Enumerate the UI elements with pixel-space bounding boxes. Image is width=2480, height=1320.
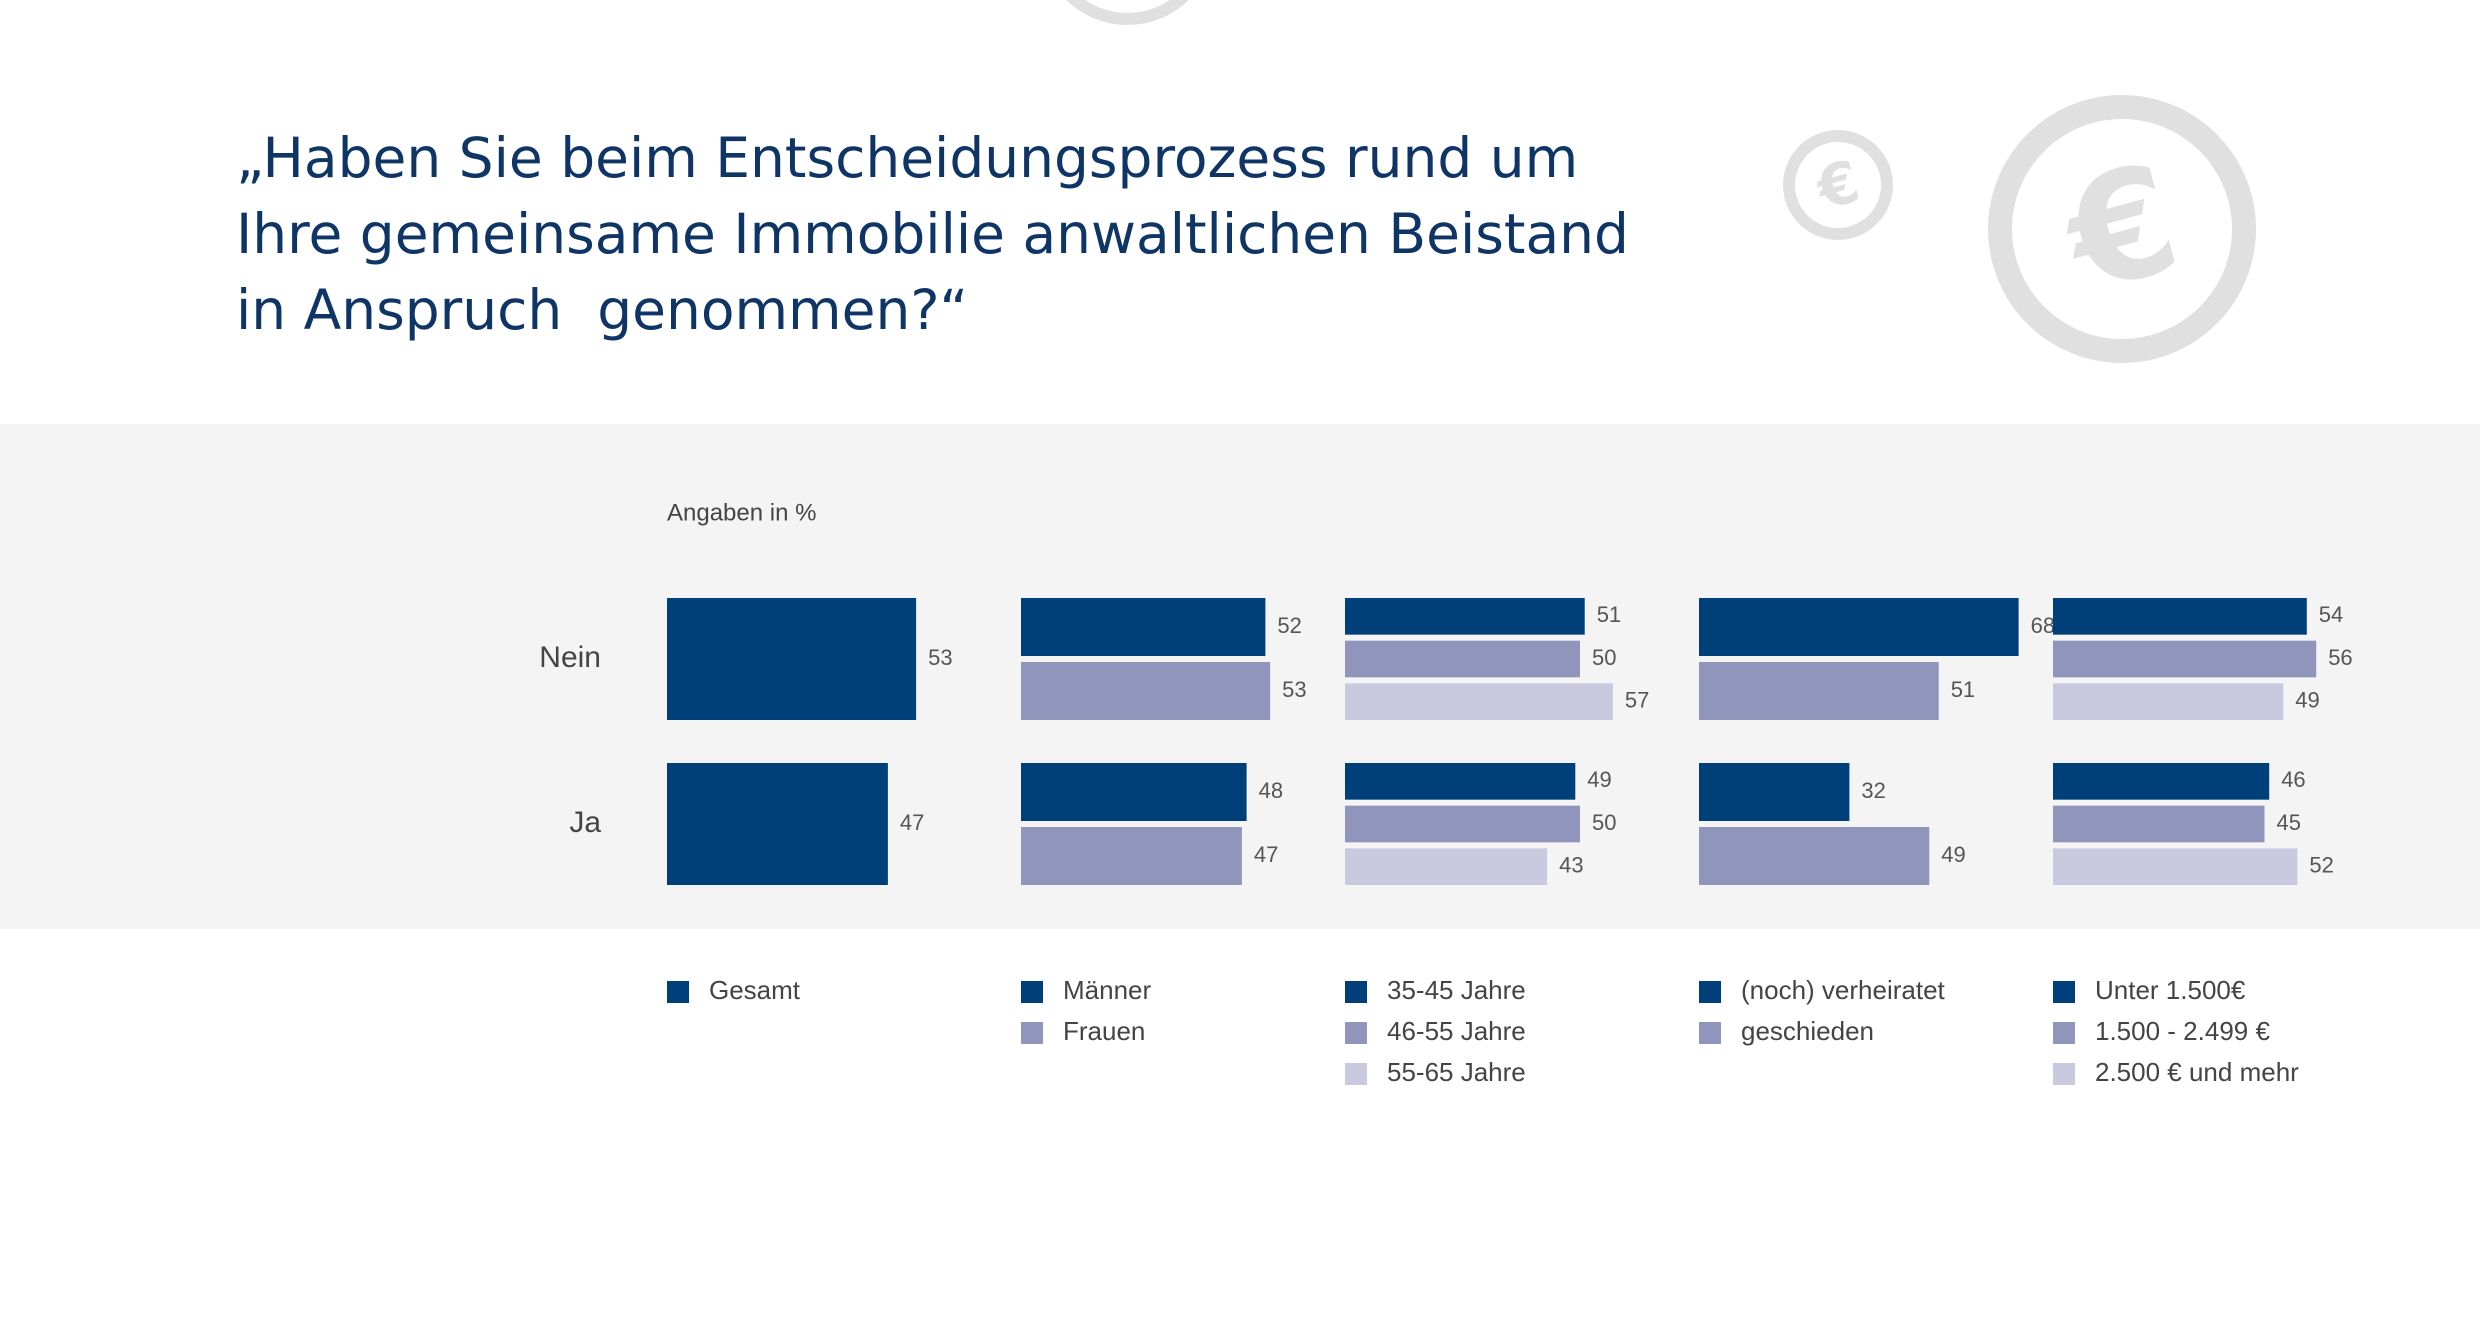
bar-alter-ja-0 [1345,763,1576,800]
data-label-einkommen-ja-0: 46 [2281,767,2305,792]
legend-swatch-alter-1 [1345,1022,1367,1044]
data-label-alter-ja-0: 49 [1587,767,1611,792]
data-label-geschlecht-ja-0: 48 [1259,778,1283,803]
data-label-familienstand-nein-1: 51 [1951,677,1975,702]
legend-label-geschlecht-0: Männer [1063,975,1151,1005]
bar-gesamt-nein-0 [667,598,917,720]
legend-label-alter-0: 35-45 Jahre [1387,975,1526,1005]
data-label-familienstand-nein-0: 68 [2031,613,2055,638]
bar-einkommen-ja-0 [2053,763,2270,800]
bar-familienstand-ja-1 [1699,827,1930,885]
data-label-einkommen-ja-1: 45 [2277,810,2301,835]
bar-einkommen-nein-1 [2053,640,2317,678]
legend-swatch-alter-0 [1345,981,1367,1003]
bar-einkommen-ja-1 [2053,805,2265,843]
title-line-2: Ihre gemeinsame Immobilie anwaltlichen B… [236,202,1629,266]
legend-swatch-familienstand-0 [1699,981,1721,1003]
legend-swatch-geschlecht-1 [1021,1022,1043,1044]
title-line-3: in Anspruch genommen?“ [236,278,968,342]
legend-swatch-einkommen-0 [2053,981,2075,1003]
bar-alter-ja-2 [1345,848,1548,885]
bar-familienstand-nein-0 [1699,598,2019,656]
data-label-alter-nein-0: 51 [1597,602,1621,627]
bar-alter-nein-2 [1345,683,1613,720]
data-label-alter-nein-1: 50 [1592,645,1616,670]
category-label-ja: Ja [569,806,601,839]
unit-label: Angaben in % [667,499,816,526]
legend-label-gesamt-0: Gesamt [709,975,801,1005]
bar-familienstand-nein-1 [1699,662,1939,720]
data-label-familienstand-ja-0: 32 [1861,778,1885,803]
data-label-geschlecht-nein-0: 52 [1277,613,1301,638]
data-label-geschlecht-ja-1: 47 [1254,842,1278,867]
data-label-einkommen-nein-0: 54 [2319,602,2343,627]
legend-label-geschlecht-1: Frauen [1063,1016,1145,1046]
legend-label-einkommen-0: Unter 1.500€ [2095,975,2246,1005]
data-label-gesamt-nein-0: 53 [928,645,952,670]
data-label-alter-ja-2: 43 [1559,852,1583,877]
bar-einkommen-nein-0 [2053,598,2307,635]
legend-swatch-alter-2 [1345,1063,1367,1085]
legend-swatch-familienstand-1 [1699,1022,1721,1044]
category-label-nein: Nein [539,641,601,674]
data-label-familienstand-ja-1: 49 [1941,842,1965,867]
legend-label-familienstand-0: (noch) verheiratet [1741,975,1946,1005]
data-label-alter-ja-1: 50 [1592,810,1616,835]
bar-geschlecht-nein-1 [1021,662,1271,720]
bar-gesamt-ja-0 [667,763,888,885]
data-label-gesamt-ja-0: 47 [900,810,924,835]
data-label-einkommen-nein-1: 56 [2328,645,2352,670]
bar-geschlecht-ja-1 [1021,827,1242,885]
legend-swatch-einkommen-1 [2053,1022,2075,1044]
bar-einkommen-ja-2 [2053,848,2298,885]
data-label-einkommen-nein-2: 49 [2295,687,2319,712]
legend-swatch-gesamt-0 [667,981,689,1003]
legend-swatch-geschlecht-0 [1021,981,1043,1003]
legend-label-einkommen-2: 2.500 € und mehr [2095,1057,2299,1087]
title-line-1: „Haben Sie beim Entscheidungsprozess run… [236,126,1579,190]
legend-swatch-einkommen-2 [2053,1063,2075,1085]
bar-geschlecht-ja-0 [1021,763,1247,821]
bar-alter-nein-0 [1345,598,1585,635]
data-label-einkommen-ja-2: 52 [2309,852,2333,877]
legend-label-einkommen-1: 1.500 - 2.499 € [2095,1016,2270,1046]
legend-label-alter-2: 55-65 Jahre [1387,1057,1526,1087]
bar-familienstand-ja-0 [1699,763,1850,821]
legend-label-familienstand-1: geschieden [1741,1016,1874,1046]
data-label-alter-nein-2: 57 [1625,687,1649,712]
legend-label-alter-1: 46-55 Jahre [1387,1016,1526,1046]
bar-alter-nein-1 [1345,640,1580,678]
data-label-geschlecht-nein-1: 53 [1282,677,1306,702]
bar-geschlecht-nein-0 [1021,598,1266,656]
bar-alter-ja-1 [1345,805,1580,843]
page-title: „Haben Sie beim Entscheidungsprozess run… [236,120,1716,348]
bar-einkommen-nein-2 [2053,683,2284,720]
